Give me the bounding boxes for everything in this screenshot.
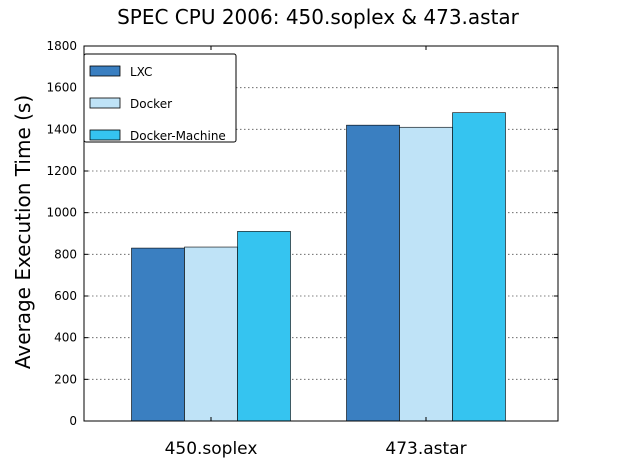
y-tick-label: 200 <box>54 372 77 386</box>
y-tick-label: 400 <box>54 331 77 345</box>
y-tick-label: 1200 <box>46 164 77 178</box>
bar <box>131 247 185 422</box>
chart-title: SPEC CPU 2006: 450.soplex & 473.astar <box>117 5 520 29</box>
legend-label: Docker-Machine <box>130 129 226 143</box>
bar <box>237 231 291 422</box>
legend-box <box>83 53 237 143</box>
legend-swatch <box>89 97 121 109</box>
x-category-label: 450.soplex <box>165 439 258 459</box>
y-tick-label: 1400 <box>46 122 77 136</box>
bar <box>452 112 506 422</box>
bar <box>399 126 453 422</box>
y-axis-label: Average Execution Time (s) <box>11 95 35 369</box>
x-category-label: 473.astar <box>385 439 466 459</box>
y-tick-label: 600 <box>54 289 77 303</box>
plot-frame <box>83 45 559 422</box>
axes: 0 200 400 600 800 1000 1200 1400 1600 1800 450.sop… <box>46 39 559 459</box>
gridlines <box>84 87 558 380</box>
bar <box>184 246 238 422</box>
legend-label: Docker <box>130 97 172 111</box>
legend-swatch <box>89 65 121 77</box>
legend-swatch <box>89 129 121 141</box>
bars <box>131 112 506 422</box>
y-tick-label: 800 <box>54 247 77 261</box>
bar <box>346 124 400 422</box>
y-tick-label: 1000 <box>46 206 77 220</box>
y-tick-label: 1600 <box>46 81 77 95</box>
legend-label: LXC <box>130 65 152 79</box>
legend: LXC Docker Docker-Machine <box>83 53 237 143</box>
y-tick-label: 1800 <box>46 39 77 53</box>
y-tick-label: 0 <box>69 414 77 428</box>
